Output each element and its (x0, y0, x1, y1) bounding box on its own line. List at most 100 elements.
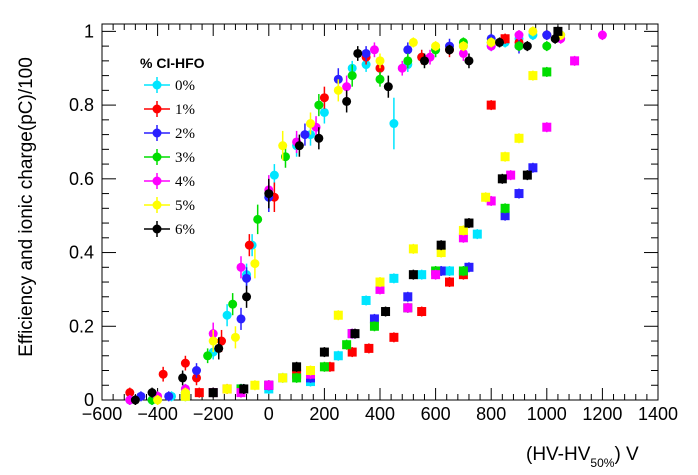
charge-point (514, 189, 524, 199)
efficiency-point (342, 96, 352, 106)
efficiency-point (314, 133, 324, 143)
efficiency-point (514, 30, 524, 40)
x-tick-label: 800 (476, 404, 506, 424)
efficiency-point (180, 358, 190, 368)
charge-point (369, 314, 379, 324)
x-axis-title-main: (HV-HV (526, 444, 591, 465)
charge-point (278, 373, 288, 383)
efficiency-point (445, 45, 454, 55)
x-tick-label: 200 (309, 404, 339, 424)
charge-point (431, 270, 441, 280)
charge-point (333, 310, 343, 320)
charge-point (570, 56, 580, 66)
series-5 (153, 26, 566, 405)
efficiency-point (294, 141, 304, 151)
efficiency-point (230, 332, 240, 342)
efficiency-point (314, 100, 324, 110)
charge-point (500, 203, 510, 213)
efficiency-point (369, 45, 379, 55)
charge-point (506, 170, 516, 180)
charge-point (264, 380, 274, 390)
charge-point (472, 229, 482, 239)
x-tick-label: −600 (82, 404, 123, 424)
charge-point (408, 270, 418, 280)
charge-point (319, 362, 329, 372)
charge-point (528, 71, 538, 81)
efficiency-point (244, 240, 254, 250)
x-tick-label: −400 (137, 404, 178, 424)
efficiency-point (264, 189, 274, 199)
charge-point (445, 266, 454, 276)
charge-point (325, 362, 335, 372)
efficiency-point (514, 41, 524, 51)
efficiency-point (389, 119, 399, 129)
efficiency-point (300, 130, 310, 140)
charge-point (306, 366, 315, 376)
x-tick-label: 1400 (638, 404, 678, 424)
efficiency-point (408, 37, 418, 47)
legend-marker-dot (152, 128, 162, 138)
legend: % CI-HFO 0% 1% 2% 3% 4% 5% 6% (140, 55, 205, 238)
efficiency-point (178, 373, 188, 383)
efficiency-point (236, 314, 246, 324)
efficiency-point (333, 85, 343, 95)
charge-point (486, 196, 496, 206)
efficiency-point (375, 74, 385, 84)
efficiency-point (222, 310, 232, 320)
charge-point (194, 388, 204, 398)
efficiency-point (375, 56, 385, 66)
efficiency-point (464, 56, 474, 66)
charge-point (528, 163, 538, 173)
charge-point (361, 295, 371, 305)
efficiency-point (158, 369, 168, 379)
efficiency-point (383, 82, 393, 92)
charge-point (350, 329, 360, 339)
charge-point (375, 284, 385, 294)
charge-point (319, 347, 329, 357)
charge-point (239, 384, 249, 394)
efficiency-point (353, 48, 363, 58)
charge-point (375, 277, 385, 287)
legend-label: 0% (175, 78, 195, 94)
data-marks (125, 26, 607, 405)
efficiency-point (269, 170, 279, 180)
charge-point (464, 262, 474, 272)
charge-point (417, 270, 427, 280)
legend-marker-dot (152, 104, 162, 114)
charge-point (458, 266, 468, 276)
charge-point (292, 362, 302, 372)
efficiency-point (403, 45, 413, 55)
efficiency-point (550, 34, 560, 44)
y-axis-title: Efficiency and ionic charge(pC)/100 (16, 57, 37, 357)
charge-point (553, 26, 563, 36)
efficiency-point (458, 48, 468, 58)
legend-label: 3% (175, 150, 195, 166)
efficiency-point (192, 366, 202, 376)
charge-point (486, 100, 496, 110)
y-tick-label: 1 (84, 21, 94, 41)
efficiency-point (319, 93, 329, 103)
efficiency-point (431, 41, 441, 51)
efficiency-point (253, 214, 263, 224)
efficiency-point (306, 119, 315, 129)
charge-point (403, 303, 413, 313)
efficiency-point (236, 262, 246, 272)
efficiency-point (228, 299, 238, 309)
efficiency-point (347, 71, 357, 81)
charge-point (389, 332, 399, 342)
y-tick-label: 0.2 (69, 316, 94, 336)
charge-point (542, 67, 552, 77)
charge-point (403, 292, 413, 302)
charge-point (522, 170, 532, 180)
charge-point (417, 307, 427, 317)
charge-point (500, 152, 510, 162)
efficiency-point (542, 30, 552, 40)
series-6 (130, 26, 563, 405)
efficiency-point (458, 41, 468, 51)
x-axis-title-subscript: 50% (590, 456, 614, 470)
legend-marker-dot (152, 80, 162, 90)
charge-point (342, 340, 352, 350)
efficiency-point (419, 56, 429, 66)
charge-point (364, 343, 374, 353)
